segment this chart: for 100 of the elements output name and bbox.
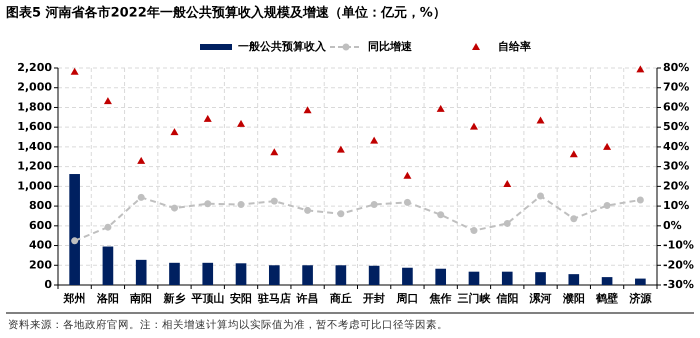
y2-tick-label: 0%: [663, 218, 682, 232]
bar: [435, 268, 446, 285]
bar: [368, 266, 380, 285]
bar: [102, 246, 114, 285]
x-tick-label: 新乡: [162, 292, 186, 306]
point: [270, 198, 278, 205]
y2-tick-label: -10%: [663, 238, 694, 252]
point: [436, 104, 445, 112]
point: [536, 116, 545, 124]
text: 资料来源：各地政府官网。注：相关增速计算均以实际值为准，暂不考虑可比口径等因素。: [8, 318, 448, 331]
point: [204, 200, 212, 208]
chart-title: 图表5 河南省各市2022年一般公共预算收入规模及增速（单位：亿元，%）: [6, 4, 446, 21]
point: [104, 97, 112, 104]
bar: [169, 262, 180, 285]
x-tick-label: 三门峡: [457, 292, 492, 306]
point: [138, 194, 145, 201]
point: [370, 136, 378, 144]
point: [370, 201, 378, 208]
x-tick-label: 南阳: [129, 292, 152, 306]
point: [470, 227, 478, 234]
y2-tick-label: 10%: [663, 199, 690, 212]
point: [504, 220, 511, 227]
bar: [302, 265, 313, 285]
bar: [535, 272, 546, 285]
bar: [202, 262, 214, 285]
y2-tick-label: -30%: [663, 278, 694, 292]
x-tick-label: 平顶山: [190, 292, 224, 306]
y-tick-label: 1,000: [17, 179, 52, 192]
x-tick-label: 信阳: [495, 292, 518, 306]
x-tick-label: 商丘: [328, 292, 352, 306]
point: [137, 156, 146, 164]
y2-tick-label: 40%: [663, 140, 690, 153]
bar: [236, 263, 246, 285]
x-tick-label: 许昌: [296, 292, 319, 306]
point: [403, 172, 412, 179]
bar: [602, 277, 612, 285]
point: [70, 68, 79, 75]
y-tick-label: 1,200: [17, 160, 52, 173]
legend-label: 同比增速: [368, 40, 413, 54]
y-tick-label: 0: [44, 278, 52, 292]
y2-tick-label: -20%: [663, 258, 694, 272]
y2-tick-label: 30%: [663, 160, 690, 173]
y-tick-label: 1,600: [17, 120, 52, 134]
y-tick-label: 600: [29, 218, 52, 232]
bar: [635, 278, 646, 285]
bar: [69, 174, 80, 285]
x-tick-label: 安阳: [230, 292, 252, 306]
bar: [468, 272, 480, 285]
y-tick-label: 2,200: [17, 61, 52, 74]
point: [537, 192, 544, 200]
bar: [402, 268, 413, 285]
point: [570, 150, 578, 158]
point: [270, 148, 278, 156]
x-tick-label: 周口: [395, 292, 418, 306]
point: [170, 204, 178, 212]
point: [636, 65, 644, 72]
point: [570, 215, 578, 222]
x-tick-label: 濮阳: [562, 292, 585, 306]
point: [237, 120, 246, 127]
point: [636, 196, 644, 204]
point: [104, 224, 112, 231]
y-tick-label: 800: [29, 199, 52, 212]
point: [238, 201, 245, 208]
bar: [568, 274, 580, 285]
x-tick-label: 焦作: [428, 292, 452, 306]
y-tick-label: 1,800: [17, 100, 52, 114]
bar: [336, 265, 346, 285]
point: [170, 128, 178, 136]
x-tick-label: 鹤壁: [595, 292, 618, 306]
point: [470, 122, 478, 130]
x-tick-label: 漯河: [528, 292, 552, 306]
point: [437, 211, 444, 218]
x-tick-label: 济源: [628, 292, 652, 306]
point: [503, 180, 512, 187]
bar: [502, 272, 513, 285]
x-tick-label: 郑州: [62, 292, 86, 306]
bar: [268, 265, 280, 285]
point: [603, 142, 612, 150]
y-tick-label: 2,000: [17, 80, 52, 94]
point: [336, 146, 345, 153]
point: [304, 206, 312, 214]
point: [604, 202, 611, 209]
bar: [136, 260, 147, 285]
x-tick-label: 洛阳: [96, 292, 119, 306]
x-tick-label: 开封: [362, 292, 386, 306]
y-tick-label: 400: [29, 238, 52, 252]
y2-tick-label: 50%: [663, 120, 690, 134]
x-tick-label: 驻马店: [256, 292, 291, 306]
point: [404, 198, 411, 206]
legend-label: 自给率: [498, 40, 531, 54]
point: [337, 210, 344, 218]
y2-tick-label: 80%: [663, 61, 690, 74]
point: [71, 237, 78, 244]
y2-tick-label: 70%: [663, 80, 690, 94]
legend-label: 一般公共预算收入: [238, 40, 327, 54]
y2-tick-label: 60%: [663, 100, 690, 114]
point: [204, 114, 212, 122]
y2-tick-label: 20%: [663, 179, 690, 192]
y-tick-label: 200: [29, 258, 52, 272]
point: [304, 106, 312, 114]
